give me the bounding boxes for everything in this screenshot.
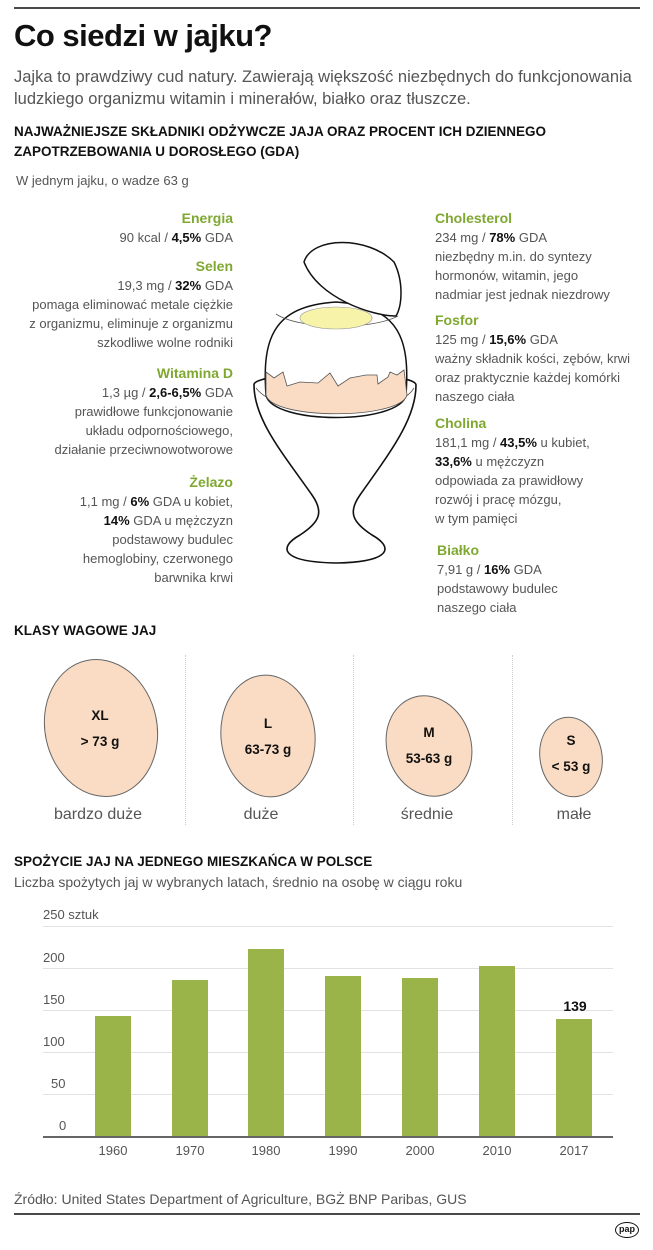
class-divider [512, 655, 513, 825]
weight-classes-heading: KLASY WAGOWE JAJ [14, 623, 157, 638]
xlabel-2017: 2017 [559, 1143, 589, 1158]
nutrient-fosfor: Fosfor 125 mg / 15,6% GDA ważny składnik… [435, 312, 631, 404]
egg-l-text: L 63-73 g [244, 716, 292, 757]
egg-xl-text: XL > 73 g [80, 708, 120, 749]
xlabel-1960: 1960 [98, 1143, 128, 1158]
bottom-rule [14, 1213, 640, 1215]
xlabel-2000: 2000 [405, 1143, 435, 1158]
ytick-250: 250 sztuk [43, 907, 99, 922]
egg-m-label: średnie [400, 806, 454, 823]
egg-l-label: duże [243, 806, 279, 823]
bar-1970 [172, 980, 208, 1137]
chart-title: SPOŻYCIE JAJ NA JEDNEGO MIESZKAŃCA W POL… [14, 854, 373, 869]
egg-m-shape [385, 695, 473, 797]
egg-m-text: M 53-63 g [405, 725, 453, 766]
egg-s-text: S < 53 g [551, 733, 591, 774]
xlabel-2010: 2010 [482, 1143, 512, 1158]
bar-1980 [248, 949, 284, 1137]
egg-s-shape [539, 716, 603, 798]
nutrient-cholina: Cholina 181,1 mg / 43,5% u kubiet, 33,6%… [435, 415, 590, 526]
bar-2017-value-label: 139 [563, 998, 587, 1014]
bar-2010 [479, 966, 515, 1137]
nutrient-energia: Energia 90 kcal / 4,5% GDA [119, 210, 233, 245]
xlabel-1990: 1990 [328, 1143, 358, 1158]
egg-s-label: małe [556, 806, 592, 823]
gridline-200 [43, 968, 613, 969]
egg-l-shape [220, 674, 316, 798]
class-divider [185, 655, 186, 825]
lead-paragraph: Jajka to prawdziwy cud natury. Zawierają… [14, 68, 632, 108]
egg-cup-illustration [253, 241, 417, 564]
page-title: Co siedzi w jajku? [14, 18, 273, 53]
bar-1990 [325, 976, 361, 1137]
nutrients-note: W jednym jajku, o wadze 63 g [16, 173, 189, 188]
x-axis-line [43, 1136, 613, 1138]
source-note: Źródło: United States Department of Agri… [14, 1191, 467, 1207]
bar-2017 [556, 1019, 592, 1137]
nutrient-witamina-d: Witamina D 1,3 µg / 2,6-6,5% GDA prawidł… [54, 365, 233, 457]
ytick-50: 50 [51, 1076, 66, 1091]
nutrients-heading: NAJWAŻNIEJSZE SKŁADNIKI ODŻYWCZE JAJA OR… [14, 124, 547, 159]
xlabel-1970: 1970 [175, 1143, 205, 1158]
pap-logo: pap [615, 1222, 639, 1238]
top-rule [14, 7, 640, 9]
nutrient-selen: Selen 19,3 mg / 32% GDA pomaga eliminowa… [29, 258, 233, 350]
class-divider [353, 655, 354, 825]
ytick-200: 200 [43, 950, 65, 965]
ytick-100: 100 [43, 1034, 65, 1049]
egg-xl-shape [43, 659, 159, 797]
bar-2000 [402, 978, 438, 1137]
ytick-0: 0 [59, 1118, 67, 1133]
egg-xl-label: bardzo duże [53, 806, 143, 823]
bar-1960 [95, 1016, 131, 1137]
chart-subtitle: Liczba spożytych jaj w wybranych latach,… [14, 874, 463, 890]
ytick-150: 150 [43, 992, 65, 1007]
nutrient-bialko: Białko 7,91 g / 16% GDA podstawowy budul… [437, 542, 558, 615]
gridline-250 [43, 926, 613, 927]
xlabel-1980: 1980 [251, 1143, 281, 1158]
nutrient-zelazo: Żelazo 1,1 mg / 6% GDA u kobiet, 14% GDA… [79, 474, 233, 585]
nutrient-cholesterol: Cholesterol 234 mg / 78% GDA niezbędny m… [435, 210, 610, 302]
egg-sizes-graphic [43, 659, 603, 798]
